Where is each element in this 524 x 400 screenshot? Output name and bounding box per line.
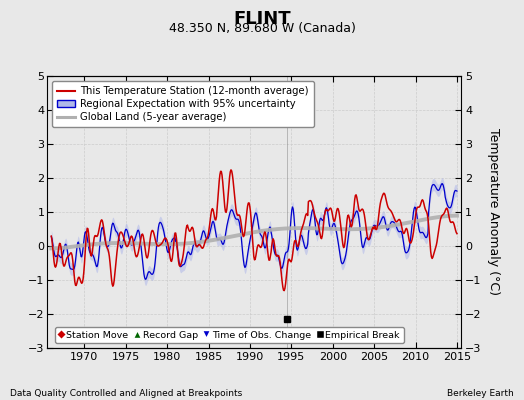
Text: Berkeley Earth: Berkeley Earth <box>447 389 514 398</box>
Text: 48.350 N, 89.680 W (Canada): 48.350 N, 89.680 W (Canada) <box>169 22 355 35</box>
Text: Data Quality Controlled and Aligned at Breakpoints: Data Quality Controlled and Aligned at B… <box>10 389 243 398</box>
Y-axis label: Temperature Anomaly (°C): Temperature Anomaly (°C) <box>487 128 500 296</box>
Legend: Station Move, Record Gap, Time of Obs. Change, Empirical Break: Station Move, Record Gap, Time of Obs. C… <box>55 327 403 343</box>
Text: FLINT: FLINT <box>233 10 291 28</box>
